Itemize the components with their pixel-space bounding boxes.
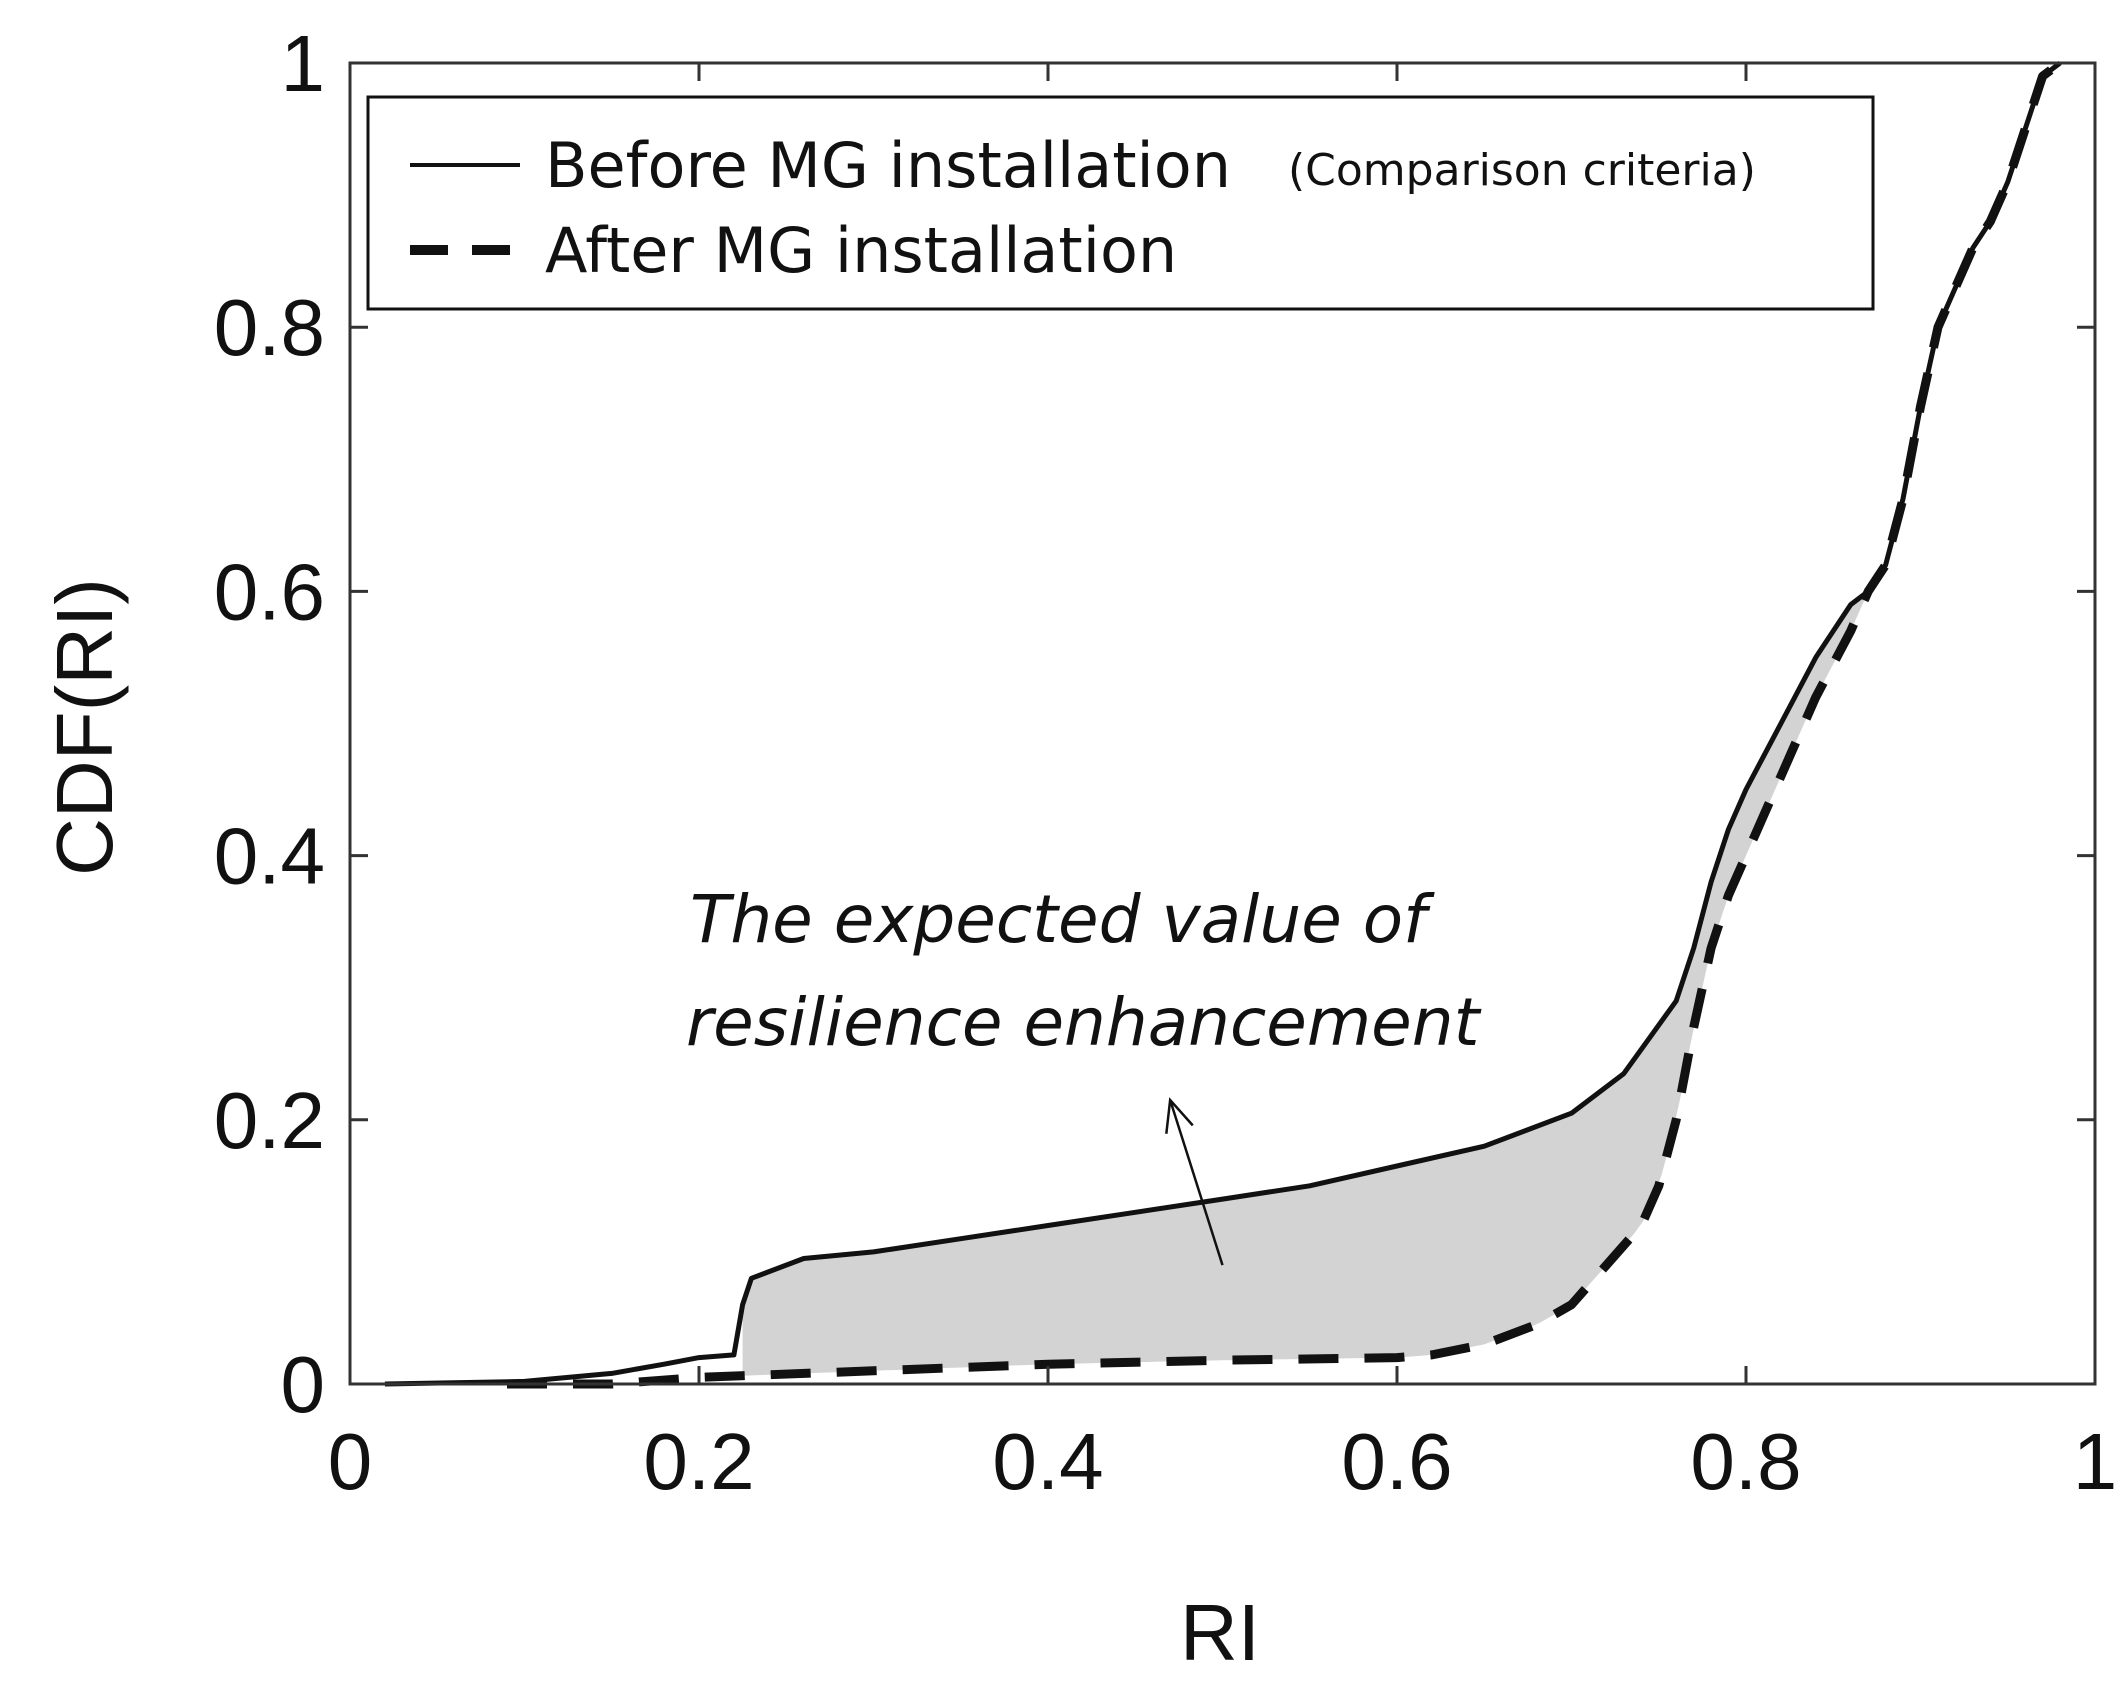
plot-frame [348,61,2097,1386]
legend-box [366,95,1875,311]
y-tick-label: 0.8 [214,283,325,372]
y-axis-title: CDF(RI) [40,578,129,876]
series-line-before [384,61,2062,1387]
y-tick-label: 0.2 [214,1076,325,1165]
annotation-arrow-shaft [1168,1099,1224,1266]
annotation-group: The expected value of resilience enhance… [686,881,1482,1266]
y-tick-label: 1 [281,19,326,108]
x-tick-label: 0 [328,1417,373,1506]
series-lines-group [384,59,2063,1389]
shaded-area [742,591,1869,1376]
legend: Before MG installation (Comparison crite… [366,95,1875,311]
x-tick-label: 0.8 [1690,1417,1801,1506]
y-tick-label: 0.4 [214,812,325,901]
y-tick-label: 0.6 [214,547,325,636]
ticks-group: 0 0.2 0.4 0.6 0.8 1 0 0.2 0.4 0.6 0.8 1 [214,19,2117,1506]
x-tick-label: 0.4 [992,1417,1103,1506]
legend-label-after: After MG installation [545,214,1177,287]
x-tick-label: 0.6 [1341,1417,1452,1506]
legend-note-before: (Comparison criteria) [1288,145,1756,196]
y-tick-label: 0 [281,1340,326,1429]
series-line-after [507,59,2063,1389]
axes-group [348,61,2097,1386]
x-axis-title: RI [1180,1588,1260,1677]
x-tick-label: 1 [2073,1417,2118,1506]
shaded-region-group [742,591,1869,1376]
annotation-line-1: The expected value of [690,881,1435,958]
legend-label-before: Before MG installation [545,129,1231,202]
annotation-line-2: resilience enhancement [686,984,1482,1061]
annotation-arrow-head [1165,1097,1194,1134]
x-tick-label: 0.2 [643,1417,754,1506]
